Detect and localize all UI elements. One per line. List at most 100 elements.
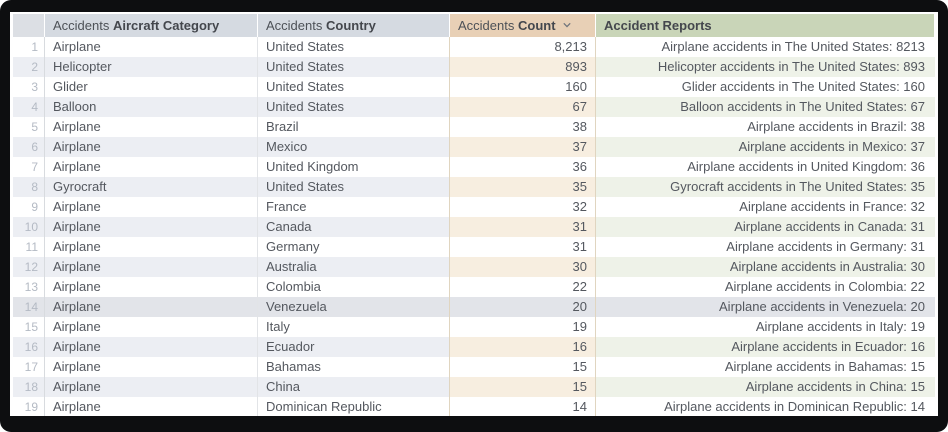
aircraft-category-cell[interactable]: Airplane [45,217,258,237]
row-number-cell[interactable]: 16 [13,337,45,357]
aircraft-category-cell[interactable]: Balloon [45,97,258,117]
row-number-header[interactable] [13,14,45,37]
aircraft-category-cell[interactable]: Airplane [45,237,258,257]
aircraft-category-cell[interactable]: Airplane [45,357,258,377]
accident-report-cell[interactable]: Balloon accidents in The United States: … [596,97,935,117]
accident-report-cell[interactable]: Airplane accidents in Mexico: 37 [596,137,935,157]
row-number-cell[interactable]: 7 [13,157,45,177]
row-number-cell[interactable]: 3 [13,77,45,97]
count-cell[interactable]: 14 [450,397,596,416]
aircraft-category-cell[interactable]: Airplane [45,297,258,317]
row-number-cell[interactable]: 18 [13,377,45,397]
accident-report-cell[interactable]: Airplane accidents in The United States:… [596,37,935,57]
count-cell[interactable]: 160 [450,77,596,97]
chevron-down-icon[interactable] [561,19,573,34]
row-number-cell[interactable]: 4 [13,97,45,117]
count-cell[interactable]: 35 [450,177,596,197]
count-cell[interactable]: 8,213 [450,37,596,57]
column-header-accident-reports[interactable]: Accident Reports [596,14,935,37]
count-cell[interactable]: 31 [450,217,596,237]
row-number-cell[interactable]: 15 [13,317,45,337]
aircraft-category-cell[interactable]: Airplane [45,117,258,137]
aircraft-category-cell[interactable]: Airplane [45,197,258,217]
count-cell[interactable]: 16 [450,337,596,357]
accident-report-cell[interactable]: Airplane accidents in United Kingdom: 36 [596,157,935,177]
count-cell[interactable]: 38 [450,117,596,137]
country-cell[interactable]: France [258,197,450,217]
count-cell[interactable]: 20 [450,297,596,317]
country-cell[interactable]: Mexico [258,137,450,157]
row-number-cell[interactable]: 12 [13,257,45,277]
accident-report-cell[interactable]: Airplane accidents in Dominican Republic… [596,397,935,416]
accident-report-cell[interactable]: Airplane accidents in Ecuador: 16 [596,337,935,357]
country-cell[interactable]: United Kingdom [258,157,450,177]
count-cell[interactable]: 31 [450,237,596,257]
count-cell[interactable]: 15 [450,357,596,377]
count-cell[interactable]: 37 [450,137,596,157]
country-cell[interactable]: Germany [258,237,450,257]
count-cell[interactable]: 15 [450,377,596,397]
aircraft-category-cell[interactable]: Airplane [45,337,258,357]
aircraft-category-cell[interactable]: Gyrocraft [45,177,258,197]
accident-report-cell[interactable]: Glider accidents in The United States: 1… [596,77,935,97]
row-number-cell[interactable]: 17 [13,357,45,377]
row-number-cell[interactable]: 2 [13,57,45,77]
accident-report-cell[interactable]: Airplane accidents in Italy: 19 [596,317,935,337]
aircraft-category-cell[interactable]: Airplane [45,137,258,157]
row-number-cell[interactable]: 14 [13,297,45,317]
row-number-cell[interactable]: 10 [13,217,45,237]
aircraft-category-cell[interactable]: Helicopter [45,57,258,77]
country-cell[interactable]: Dominican Republic [258,397,450,416]
country-cell[interactable]: Australia [258,257,450,277]
row-number-cell[interactable]: 6 [13,137,45,157]
country-cell[interactable]: United States [258,97,450,117]
row-number-cell[interactable]: 11 [13,237,45,257]
aircraft-category-cell[interactable]: Airplane [45,377,258,397]
row-number-cell[interactable]: 13 [13,277,45,297]
count-cell[interactable]: 19 [450,317,596,337]
row-number-cell[interactable]: 19 [13,397,45,416]
aircraft-category-cell[interactable]: Airplane [45,397,258,416]
count-cell[interactable]: 30 [450,257,596,277]
row-number-cell[interactable]: 1 [13,37,45,57]
accident-report-cell[interactable]: Airplane accidents in France: 32 [596,197,935,217]
aircraft-category-cell[interactable]: Airplane [45,37,258,57]
accident-report-cell[interactable]: Airplane accidents in China: 15 [596,377,935,397]
aircraft-category-cell[interactable]: Airplane [45,317,258,337]
accident-report-cell[interactable]: Gyrocraft accidents in The United States… [596,177,935,197]
accident-report-cell[interactable]: Airplane accidents in Canada: 31 [596,217,935,237]
count-cell[interactable]: 893 [450,57,596,77]
accident-report-cell[interactable]: Helicopter accidents in The United State… [596,57,935,77]
aircraft-category-cell[interactable]: Airplane [45,257,258,277]
column-header-aircraft-category[interactable]: Accidents Aircraft Category [45,14,258,37]
country-cell[interactable]: Venezuela [258,297,450,317]
count-cell[interactable]: 67 [450,97,596,117]
accident-report-cell[interactable]: Airplane accidents in Colombia: 22 [596,277,935,297]
accident-report-cell[interactable]: Airplane accidents in Venezuela: 20 [596,297,935,317]
country-cell[interactable]: Brazil [258,117,450,137]
column-header-country[interactable]: Accidents Country [258,14,450,37]
country-cell[interactable]: Colombia [258,277,450,297]
count-cell[interactable]: 22 [450,277,596,297]
count-cell[interactable]: 36 [450,157,596,177]
row-number-cell[interactable]: 9 [13,197,45,217]
aircraft-category-cell[interactable]: Airplane [45,157,258,177]
country-cell[interactable]: United States [258,57,450,77]
country-cell[interactable]: Canada [258,217,450,237]
accident-report-cell[interactable]: Airplane accidents in Brazil: 38 [596,117,935,137]
accident-report-cell[interactable]: Airplane accidents in Australia: 30 [596,257,935,277]
count-cell[interactable]: 32 [450,197,596,217]
accident-report-cell[interactable]: Airplane accidents in Germany: 31 [596,237,935,257]
country-cell[interactable]: Bahamas [258,357,450,377]
country-cell[interactable]: Italy [258,317,450,337]
country-cell[interactable]: Ecuador [258,337,450,357]
country-cell[interactable]: United States [258,77,450,97]
accident-report-cell[interactable]: Airplane accidents in Bahamas: 15 [596,357,935,377]
row-number-cell[interactable]: 8 [13,177,45,197]
country-cell[interactable]: United States [258,177,450,197]
aircraft-category-cell[interactable]: Glider [45,77,258,97]
aircraft-category-cell[interactable]: Airplane [45,277,258,297]
country-cell[interactable]: China [258,377,450,397]
row-number-cell[interactable]: 5 [13,117,45,137]
column-header-count[interactable]: Accidents Count [450,14,596,37]
